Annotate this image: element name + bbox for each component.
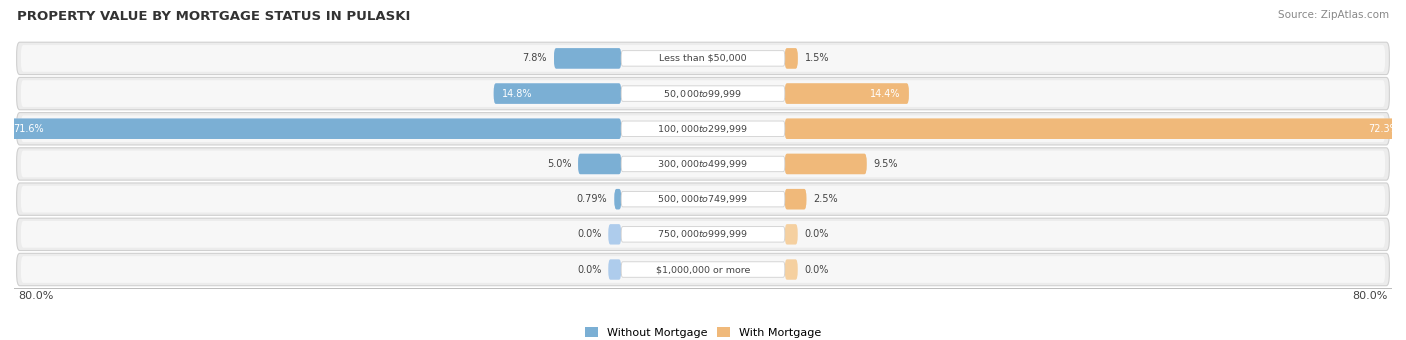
Text: PROPERTY VALUE BY MORTGAGE STATUS IN PULASKI: PROPERTY VALUE BY MORTGAGE STATUS IN PUL… xyxy=(17,10,411,23)
FancyBboxPatch shape xyxy=(785,48,797,69)
Text: 71.6%: 71.6% xyxy=(13,124,44,134)
FancyBboxPatch shape xyxy=(785,189,807,209)
Text: $500,000 to $749,999: $500,000 to $749,999 xyxy=(658,193,748,205)
Text: 9.5%: 9.5% xyxy=(873,159,898,169)
Text: 7.8%: 7.8% xyxy=(523,53,547,63)
FancyBboxPatch shape xyxy=(17,113,1389,145)
FancyBboxPatch shape xyxy=(554,48,621,69)
Legend: Without Mortgage, With Mortgage: Without Mortgage, With Mortgage xyxy=(581,323,825,340)
FancyBboxPatch shape xyxy=(785,224,797,244)
Text: $50,000 to $99,999: $50,000 to $99,999 xyxy=(664,88,742,100)
FancyBboxPatch shape xyxy=(621,226,785,242)
Text: 0.0%: 0.0% xyxy=(804,265,830,274)
Text: 72.3%: 72.3% xyxy=(1368,124,1399,134)
Text: 2.5%: 2.5% xyxy=(813,194,838,204)
Text: Less than $50,000: Less than $50,000 xyxy=(659,54,747,63)
FancyBboxPatch shape xyxy=(4,119,621,139)
FancyBboxPatch shape xyxy=(17,218,1389,251)
FancyBboxPatch shape xyxy=(17,148,1389,180)
FancyBboxPatch shape xyxy=(21,45,1385,72)
FancyBboxPatch shape xyxy=(494,83,621,104)
FancyBboxPatch shape xyxy=(494,83,621,104)
FancyBboxPatch shape xyxy=(621,86,785,101)
FancyBboxPatch shape xyxy=(614,189,621,209)
Text: $100,000 to $299,999: $100,000 to $299,999 xyxy=(658,123,748,135)
Text: 14.8%: 14.8% xyxy=(502,89,533,99)
Text: 80.0%: 80.0% xyxy=(1353,291,1388,301)
FancyBboxPatch shape xyxy=(578,154,621,174)
FancyBboxPatch shape xyxy=(785,154,866,174)
Text: Source: ZipAtlas.com: Source: ZipAtlas.com xyxy=(1278,10,1389,20)
FancyBboxPatch shape xyxy=(621,51,785,66)
FancyBboxPatch shape xyxy=(21,256,1385,283)
FancyBboxPatch shape xyxy=(578,154,621,174)
FancyBboxPatch shape xyxy=(17,253,1389,286)
Text: 1.5%: 1.5% xyxy=(804,53,830,63)
FancyBboxPatch shape xyxy=(17,183,1389,215)
FancyBboxPatch shape xyxy=(785,119,1406,139)
FancyBboxPatch shape xyxy=(21,151,1385,177)
FancyBboxPatch shape xyxy=(621,262,785,277)
Text: $300,000 to $499,999: $300,000 to $499,999 xyxy=(658,158,748,170)
FancyBboxPatch shape xyxy=(785,189,807,209)
FancyBboxPatch shape xyxy=(609,259,621,280)
FancyBboxPatch shape xyxy=(17,78,1389,110)
FancyBboxPatch shape xyxy=(17,42,1389,74)
FancyBboxPatch shape xyxy=(554,48,621,69)
FancyBboxPatch shape xyxy=(785,83,908,104)
Text: 5.0%: 5.0% xyxy=(547,159,571,169)
Text: 0.0%: 0.0% xyxy=(576,230,602,239)
FancyBboxPatch shape xyxy=(785,259,797,280)
FancyBboxPatch shape xyxy=(21,115,1385,142)
FancyBboxPatch shape xyxy=(785,48,797,69)
FancyBboxPatch shape xyxy=(621,191,785,207)
FancyBboxPatch shape xyxy=(614,189,621,209)
Text: 0.79%: 0.79% xyxy=(576,194,607,204)
FancyBboxPatch shape xyxy=(21,221,1385,248)
Text: $1,000,000 or more: $1,000,000 or more xyxy=(655,265,751,274)
FancyBboxPatch shape xyxy=(609,224,621,244)
FancyBboxPatch shape xyxy=(21,186,1385,212)
FancyBboxPatch shape xyxy=(21,80,1385,107)
Text: 14.4%: 14.4% xyxy=(870,89,900,99)
FancyBboxPatch shape xyxy=(785,83,908,104)
FancyBboxPatch shape xyxy=(621,156,785,172)
FancyBboxPatch shape xyxy=(785,119,1406,139)
Text: 0.0%: 0.0% xyxy=(576,265,602,274)
FancyBboxPatch shape xyxy=(785,154,866,174)
FancyBboxPatch shape xyxy=(4,119,621,139)
Text: $750,000 to $999,999: $750,000 to $999,999 xyxy=(658,228,748,240)
FancyBboxPatch shape xyxy=(621,121,785,137)
Text: 80.0%: 80.0% xyxy=(18,291,53,301)
Text: 0.0%: 0.0% xyxy=(804,230,830,239)
